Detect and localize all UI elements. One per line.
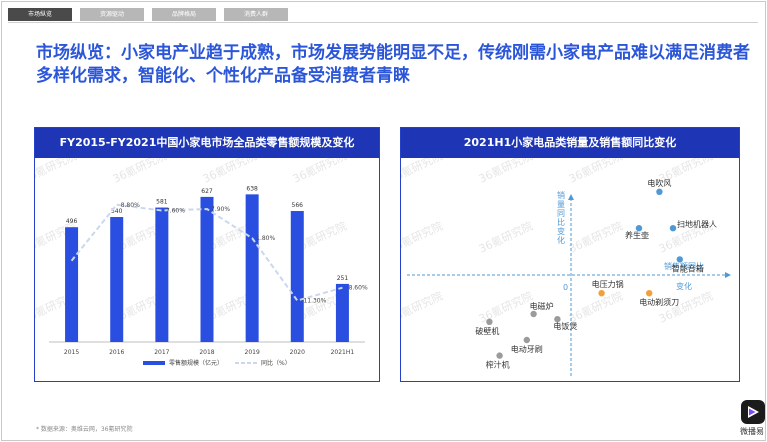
- watermark-text: 36氪研究院: [476, 219, 534, 256]
- category-change-title: 2021H1小家电品类销量及销售额同比变化: [401, 128, 739, 158]
- point-label: 电饭煲: [553, 321, 577, 331]
- point-label: 破壁机: [475, 326, 499, 336]
- category-change-chart: 36氪研究院 36氪研究院 36氪研究院 36氪研究院 36氪研究院 36氪研究院 36氪研…: [401, 158, 731, 376]
- y-axis-label: 销量同比变化: [557, 190, 565, 245]
- point-label: 扫地机器人: [677, 219, 717, 229]
- tab-brand-landscape[interactable]: 品牌格局: [152, 8, 216, 21]
- yoy-value-label: 8.80%: [121, 202, 140, 209]
- watermark-text: 36氪研究院: [35, 158, 79, 186]
- x-tick-label: 2017: [154, 349, 169, 356]
- x-tick-label: 2015: [64, 349, 79, 356]
- origin-label: 0: [563, 283, 568, 292]
- bar-2017: [155, 207, 169, 342]
- point-label: 电动剃须刀: [639, 297, 679, 307]
- retail-scale-title: FY2015-FY2021中国小家电市场全品类零售额规模及变化: [35, 128, 379, 158]
- point-榨汁机: [496, 352, 503, 359]
- watermark-text: 36氪研究院: [401, 219, 445, 256]
- x-tick-label: 2016: [109, 349, 124, 356]
- watermark-text: 36氪研究院: [401, 289, 445, 326]
- point-label: 电磁炉: [530, 301, 554, 311]
- x-tick-label: 2021H1: [331, 349, 355, 356]
- yoy-value-label: -11.30%: [301, 298, 326, 305]
- legend-line-label: 同比（%）: [261, 359, 291, 367]
- x-axis-arrow-icon: [725, 272, 731, 278]
- point-电动牙刷: [523, 336, 530, 344]
- x-tick-label: 2018: [199, 349, 214, 356]
- watermark-text: 36氪研究院: [566, 158, 624, 186]
- point-破壁机: [486, 318, 493, 325]
- point-label: 电吹风: [647, 178, 671, 188]
- yoy-line: [70, 203, 343, 302]
- watermark-text: 36氪研究院: [476, 289, 534, 326]
- weiboyi-logo-icon: [741, 400, 765, 424]
- tab-consumer-groups[interactable]: 消费人群: [224, 8, 288, 21]
- section-tabs: 市场纵览 资源驱动 品牌格局 消费人群: [8, 8, 288, 23]
- bar-value-label: 540: [111, 208, 123, 215]
- point-电饭煲: [554, 316, 561, 323]
- point-label: 电动牙刷: [511, 344, 543, 354]
- page-headline: 市场纵览：小家电产业趋于成熟，市场发展势能明显不足，传统刚需小家电产品难以满足消…: [36, 43, 750, 86]
- yoy-value-label: 7.60%: [166, 207, 185, 214]
- tab-divider: [8, 22, 758, 23]
- watermark-text: 36氪研究院: [200, 158, 258, 186]
- chart-legend: 零售额规模（亿元） 同比（%）: [143, 359, 291, 367]
- data-source-note: * 数据来源：奥维云网，36氪研究院: [36, 426, 133, 433]
- yoy-value-label: 7.90%: [211, 206, 230, 213]
- point-电压力锅: [598, 290, 605, 297]
- tab-resource-drive[interactable]: 资源驱动: [80, 8, 144, 21]
- retail-scale-panel: FY2015-FY2021中国小家电市场全品类零售额规模及变化 36氪研究院 36…: [34, 127, 380, 382]
- legend-bar-swatch: [143, 361, 165, 365]
- bar-value-label: 638: [246, 185, 258, 192]
- watermark-text: 36氪研究院: [290, 158, 348, 186]
- x-tick-label: 2020: [290, 349, 305, 356]
- watermark-text: 36氪研究院: [566, 289, 624, 326]
- bar-value-label: 251: [337, 275, 349, 282]
- yoy-value-label: 1.80%: [256, 235, 275, 242]
- point-电磁炉: [530, 310, 537, 318]
- point-label: 智能音箱: [672, 263, 704, 273]
- point-养生壶: [635, 225, 643, 232]
- bar-2015: [65, 227, 79, 342]
- category-change-panel: 2021H1小家电品类销量及销售额同比变化 36氪研究院 36氪研究院 36氪研究院…: [400, 127, 740, 382]
- bar-2020: [290, 211, 304, 342]
- bar-value-label: 496: [66, 218, 78, 225]
- point-智能音箱: [676, 256, 683, 263]
- watermark-text: 36氪研究院: [476, 158, 534, 186]
- point-label: 养生壶: [625, 230, 649, 240]
- legend-bar-label: 零售额规模（亿元）: [169, 359, 223, 367]
- bar-2018: [200, 196, 214, 342]
- point-扫地机器人: [669, 225, 677, 232]
- watermark-text: 36氪研究院: [110, 158, 168, 186]
- point-电动剃须刀: [646, 290, 653, 297]
- watermark-text: 36氪研究院: [566, 219, 624, 256]
- bar-value-label: 627: [201, 188, 213, 195]
- bar-value-label: 581: [156, 199, 168, 206]
- watermark-text: 36氪研究院: [401, 158, 445, 186]
- x-axis-label: 销售额同比变化: [664, 261, 704, 291]
- bar-2016: [110, 217, 124, 342]
- point-电吹风: [656, 188, 663, 195]
- point-label: 榨汁机: [486, 360, 510, 370]
- bar-2021H1: [335, 283, 349, 342]
- y-axis-arrow-icon: [568, 194, 574, 200]
- bar-2019: [245, 194, 259, 342]
- bar-value-label: 566: [292, 202, 304, 209]
- yoy-value-label: -8.60%: [346, 285, 368, 292]
- logo-text: 微播易: [740, 427, 764, 436]
- tab-market-overview[interactable]: 市场纵览: [8, 8, 72, 21]
- x-tick-label: 2019: [245, 349, 260, 356]
- point-label: 电压力锅: [592, 279, 624, 289]
